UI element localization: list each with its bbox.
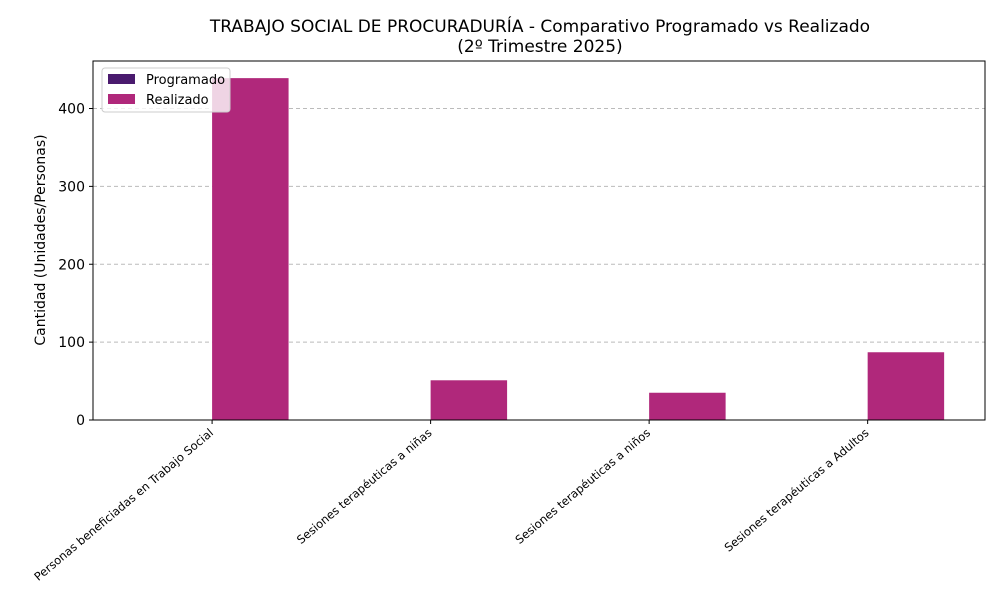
x-tick-label: Personas beneficiadas en Trabajo Social — [31, 426, 216, 584]
y-tick-label: 300 — [58, 179, 85, 195]
legend-label-programado: Programado — [146, 73, 225, 88]
chart-title-line1: TRABAJO SOCIAL DE PROCURADURÍA - Compara… — [209, 15, 870, 37]
y-tick-label: 100 — [58, 335, 85, 351]
bar-realizado — [867, 352, 945, 420]
legend: Programado Realizado — [101, 67, 231, 113]
x-tick-label: Sesiones terapéuticas a Adultos — [722, 426, 872, 555]
y-tick-label: 400 — [58, 102, 85, 118]
y-axis-label: Cantidad (Unidades/Personas) — [33, 134, 49, 345]
x-tick-label: Sesiones terapéuticas a niñas — [294, 426, 435, 547]
chart-title-line2: (2º Trimestre 2025) — [457, 37, 622, 57]
bar-realizado — [649, 392, 726, 420]
legend-swatch-programado — [108, 74, 135, 84]
x-tick-label: Sesiones terapéuticas a niños — [512, 426, 653, 547]
plot-frame — [92, 60, 986, 421]
legend-swatch-realizado — [108, 94, 135, 104]
y-tick-label: 0 — [76, 413, 85, 429]
bar-realizado — [212, 78, 289, 420]
bar-realizado — [430, 380, 508, 420]
legend-label-realizado: Realizado — [146, 93, 209, 108]
y-tick-label: 200 — [58, 257, 85, 273]
